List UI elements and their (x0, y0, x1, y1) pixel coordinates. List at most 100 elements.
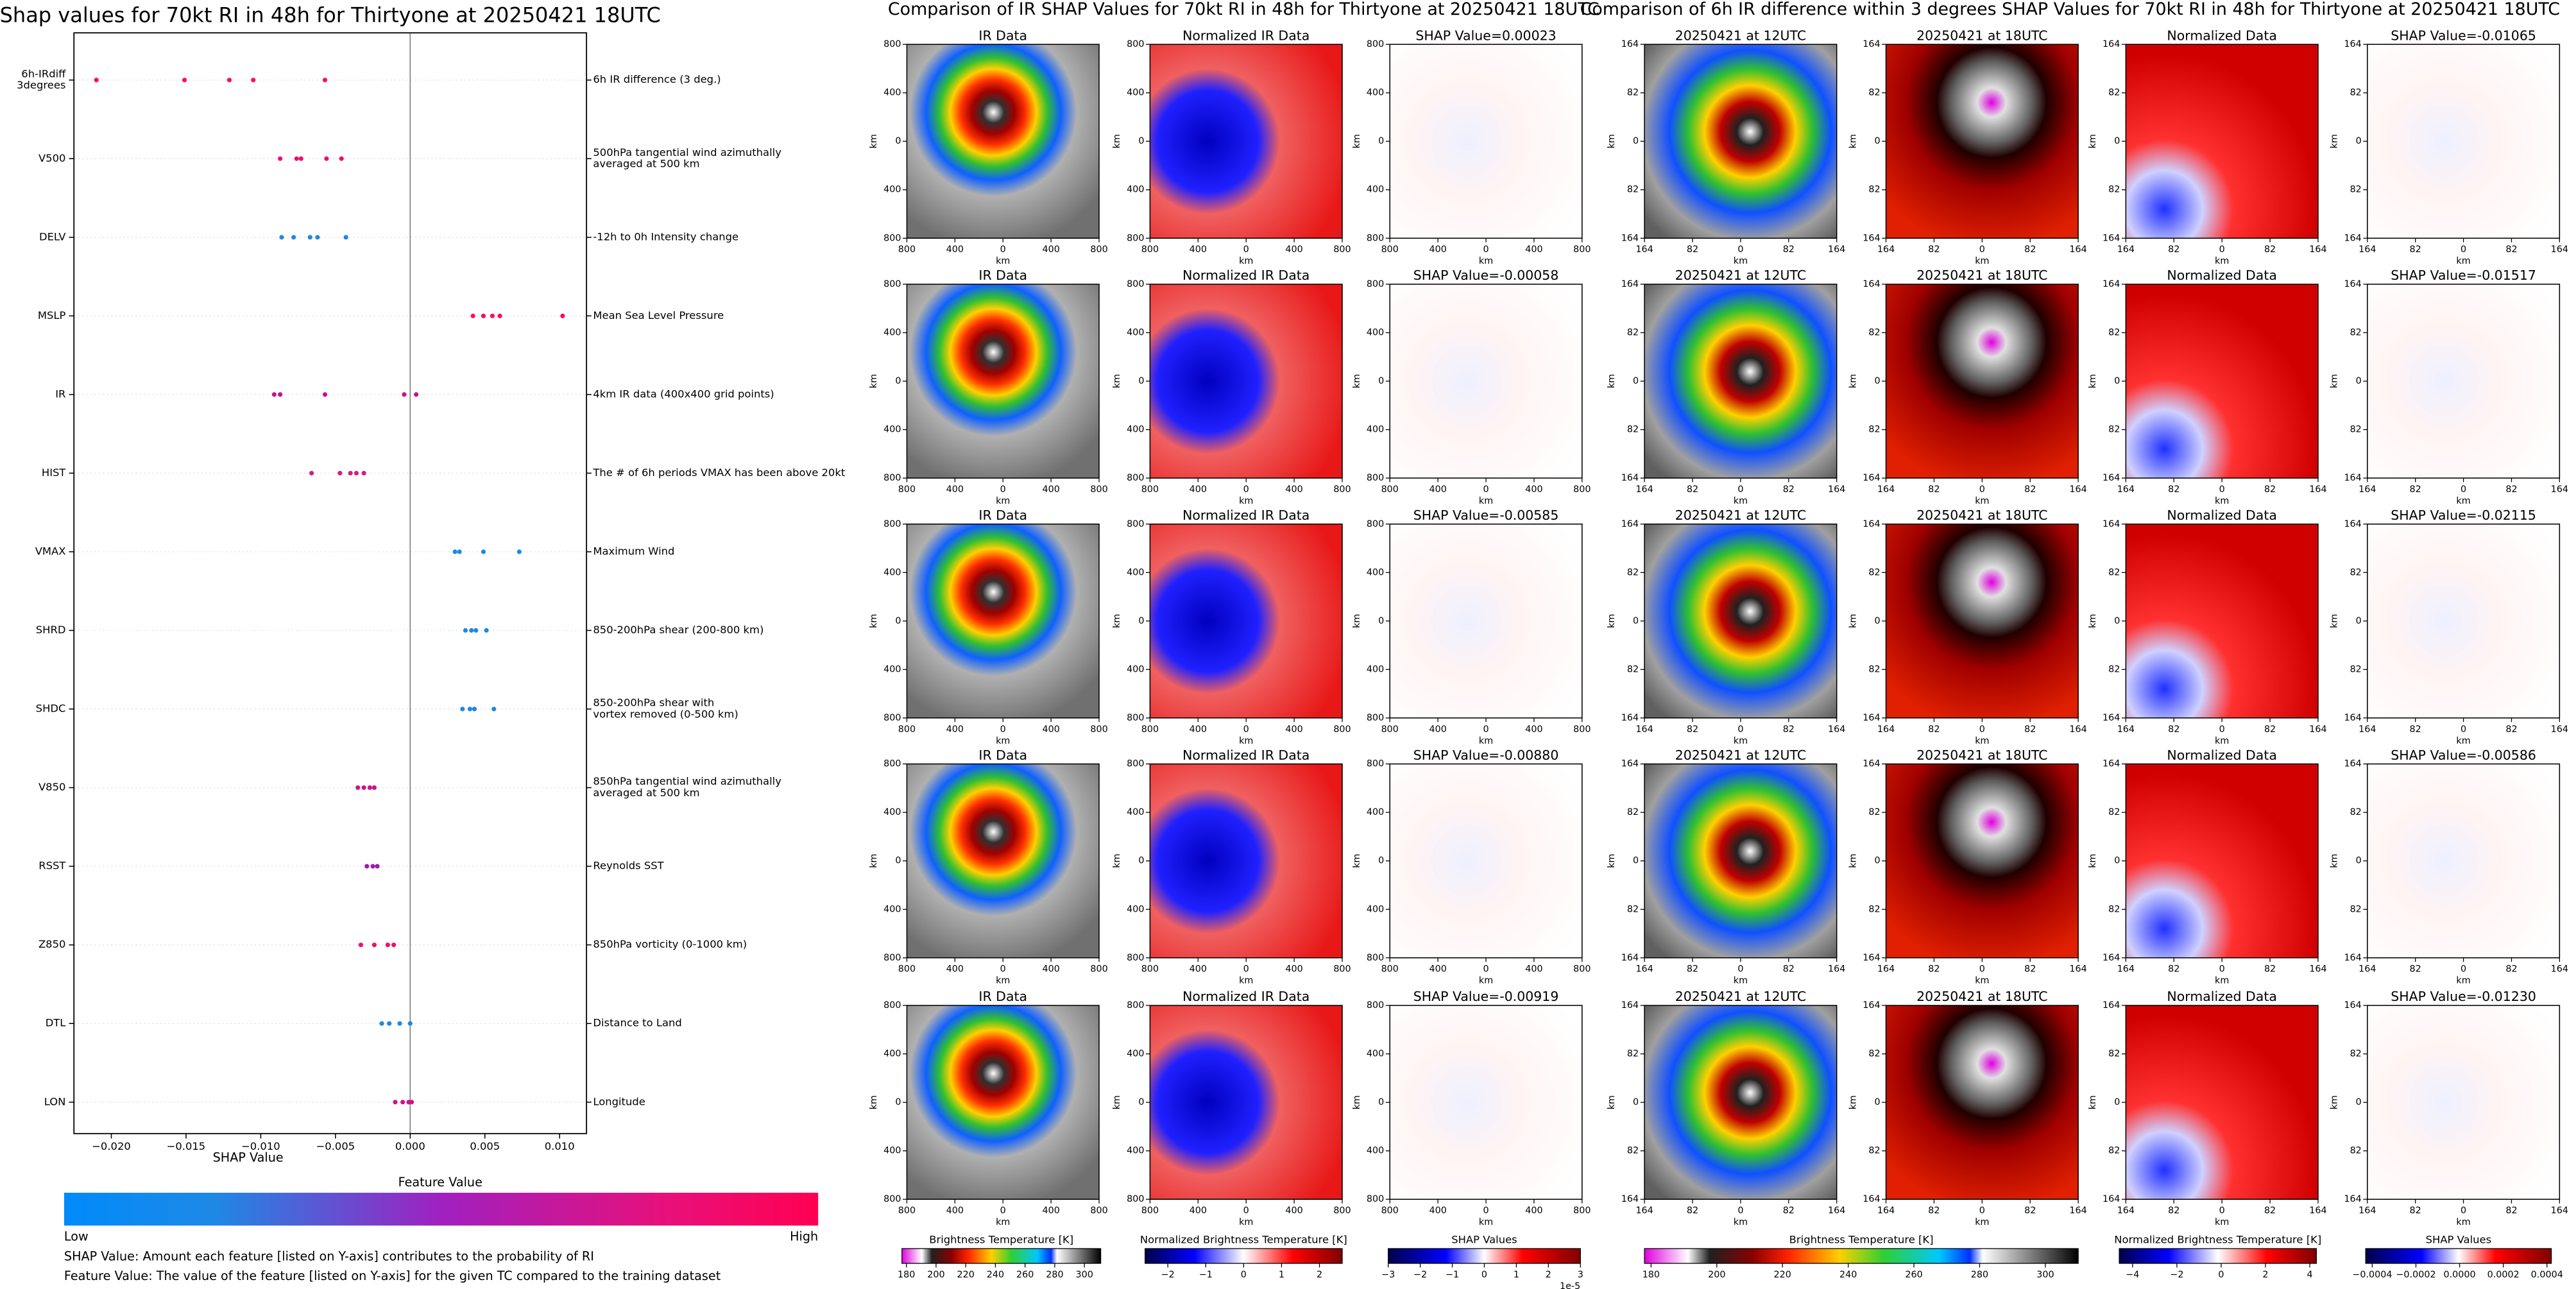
y-axis-label: km (1848, 374, 1858, 388)
image-panel (2126, 44, 2318, 239)
x-tick-label: 800 (1573, 724, 1591, 735)
x-tick-label: 82 (2410, 244, 2421, 255)
shap-point (472, 706, 477, 712)
x-axis-label: km (996, 976, 1010, 986)
y-tick-label: 400 (1367, 904, 1384, 914)
panel-title: IR Data (978, 989, 1027, 1004)
shap-point (393, 1100, 398, 1105)
x-tick-label: 0 (2461, 1206, 2466, 1216)
y-tick-label: 0 (2114, 616, 2120, 626)
y-tick-label: 400 (1127, 328, 1144, 338)
y-tick-label: 800 (883, 953, 901, 963)
y-tick-label: 82 (2108, 328, 2120, 338)
y-tick-label: 164 (2344, 1194, 2361, 1204)
y-tick-label: 800 (1127, 713, 1144, 723)
y-tick-label: 164 (2344, 39, 2361, 49)
y-tick-label: 164 (1863, 473, 1880, 483)
panel-title: 20250421 at 12UTC (1675, 508, 1806, 523)
shap-point (409, 1100, 414, 1105)
image-panel (1390, 764, 1582, 958)
y-tick-label: 0 (1138, 1097, 1144, 1107)
colorbar-label: Normalized Brightness Temperature [K] (2114, 1234, 2321, 1246)
x-tick-label: 400 (1525, 484, 1542, 495)
feature-description: The # of 6h periods VMAX has been above … (592, 466, 845, 479)
colorbar (1388, 1248, 1581, 1264)
x-tick-label: 164 (1877, 484, 1895, 495)
feature-description: Longitude (593, 1095, 645, 1107)
y-tick-label: 800 (1127, 759, 1144, 769)
x-axis-label: km (1734, 976, 1748, 986)
x-tick-label: 82 (2024, 1206, 2036, 1216)
y-tick-label: 164 (2103, 759, 2120, 769)
feature-description: 850hPa tangential wind azimuthally (593, 775, 781, 787)
image-panel (1644, 1005, 1837, 1200)
x-axis-label: km (1479, 736, 1493, 746)
y-tick-label: 0 (1874, 616, 1880, 626)
shap-point (490, 313, 495, 318)
shap-point (294, 156, 299, 161)
colorbar-tick-label: 280 (1046, 1270, 1063, 1280)
image-panel (1644, 44, 1837, 239)
image-panel (2126, 284, 2318, 479)
y-tick-label: 800 (1367, 279, 1384, 289)
x-tick-label: 800 (1333, 484, 1351, 495)
y-tick-label: 82 (2350, 1049, 2362, 1059)
y-tick-label: 82 (1868, 807, 1880, 817)
x-tick-label: 800 (1381, 964, 1399, 975)
x-tick-label: 82 (2024, 964, 2036, 975)
shap-point (397, 1021, 402, 1026)
feature-colorbar (64, 1192, 819, 1226)
colorbar-label: Brightness Temperature [K] (1789, 1234, 1934, 1246)
y-tick-label: 164 (1863, 759, 1880, 769)
feature-description: 6h IR difference (3 deg.) (593, 73, 721, 85)
shap-point (491, 706, 497, 712)
shap-point (375, 864, 380, 869)
y-tick-label: 400 (1127, 185, 1144, 195)
colorbar-tick-label: 200 (927, 1270, 944, 1280)
image-panel (1886, 524, 2079, 718)
y-tick-label: 164 (1863, 233, 1880, 243)
shap-point (516, 549, 522, 554)
feature-label: SHRD (36, 624, 66, 636)
y-tick-label: 400 (883, 88, 901, 98)
colorbar-tick-label: 180 (1642, 1270, 1660, 1280)
shap-point (361, 470, 366, 476)
y-tick-label: 400 (883, 328, 901, 338)
shap-point (370, 864, 375, 869)
panel-title: SHAP Value=-0.01065 (2391, 28, 2536, 43)
colorbar-tick-label: 300 (2036, 1270, 2054, 1280)
x-tick-label: 0 (1243, 964, 1249, 975)
x-tick-label: 82 (1928, 724, 1940, 735)
y-axis-label: km (1112, 134, 1122, 148)
colorbar-tick-label: −2 (2170, 1270, 2183, 1280)
y-tick-label: 0 (1874, 1097, 1880, 1107)
x-axis-label: km (996, 256, 1010, 266)
x-tick-label: 0 (1000, 724, 1006, 735)
panel-title: Normalized Data (2167, 747, 2276, 763)
x-tick-label: −0.010 (241, 1140, 280, 1152)
x-axis-label: km (1734, 1217, 1748, 1227)
image-panel (1886, 44, 2079, 239)
x-tick-label: 400 (1042, 724, 1059, 735)
y-tick-label: 82 (1627, 1049, 1639, 1059)
x-tick-label: 0 (2461, 484, 2466, 495)
y-tick-label: 400 (1367, 185, 1384, 195)
feature-label: DELV (39, 230, 66, 243)
panel-title: Normalized Data (2167, 28, 2276, 43)
x-tick-label: 800 (1090, 724, 1107, 735)
y-tick-label: 82 (2350, 664, 2362, 674)
image-panel (1886, 764, 2079, 958)
x-tick-label: 82 (2410, 724, 2421, 735)
image-panel (2367, 524, 2560, 718)
y-tick-label: 164 (1863, 713, 1880, 723)
y-axis-label: km (1848, 134, 1858, 148)
y-tick-label: 800 (883, 473, 901, 483)
x-tick-label: 164 (2551, 724, 2568, 735)
y-tick-label: 0 (1378, 616, 1384, 626)
x-axis-label: km (1239, 256, 1253, 266)
shap-point (291, 235, 296, 240)
y-axis-label: km (1112, 1095, 1122, 1109)
y-tick-label: 400 (1367, 567, 1384, 577)
y-tick-label: 800 (883, 713, 901, 723)
colorbar-tick-label: 240 (987, 1270, 1004, 1280)
